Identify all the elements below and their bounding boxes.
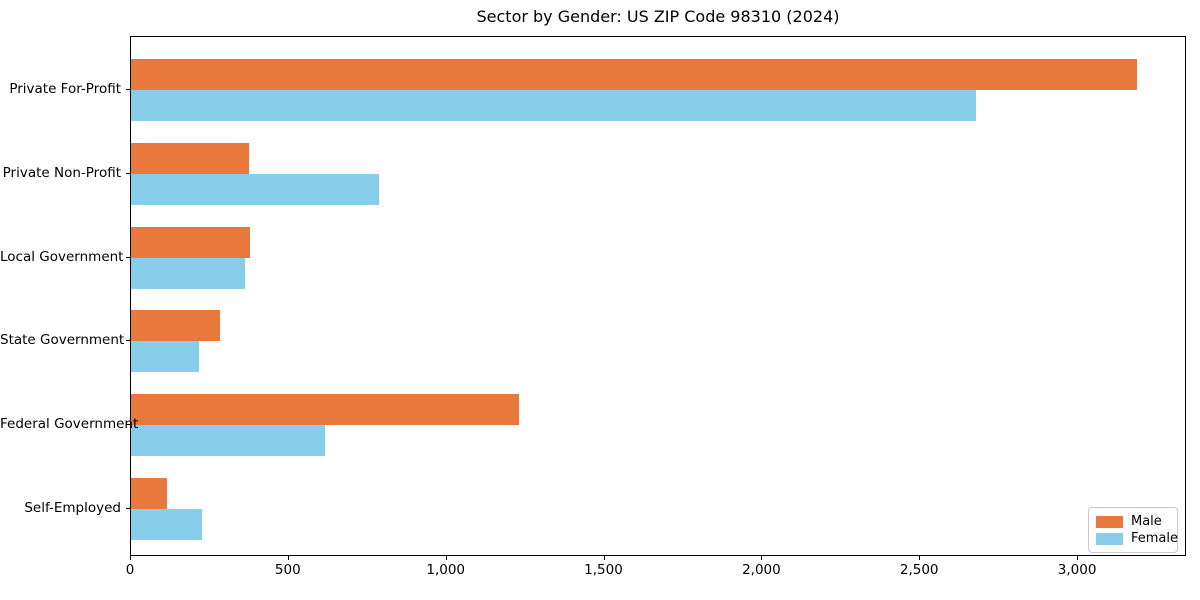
- y-tick-label: Private For-Profit: [9, 81, 121, 97]
- x-axis-tick: [1077, 556, 1079, 560]
- chart-title: Sector by Gender: US ZIP Code 98310 (202…: [476, 7, 840, 26]
- y-tick-label: Local Government: [0, 248, 124, 265]
- x-axis-tick: [445, 556, 447, 560]
- legend-label-male: Male: [1131, 514, 1162, 529]
- legend-label-female: Female: [1131, 531, 1179, 546]
- legend-entry-male: Male: [1096, 513, 1169, 530]
- legend-swatch-male: [1096, 515, 1123, 528]
- y-axis-tick: [126, 89, 130, 90]
- x-tick-label: 3,000: [1057, 562, 1097, 578]
- y-axis-tick: [126, 508, 130, 509]
- bar-male-6: [131, 478, 168, 509]
- x-tick-label: 0: [125, 562, 135, 578]
- bar-female-2: [131, 173, 379, 205]
- x-axis-tick: [603, 556, 605, 560]
- y-axis-tick: [126, 424, 130, 426]
- y-axis-tick: [126, 172, 130, 174]
- bar-male-1: [131, 59, 1137, 90]
- y-axis-tick: [126, 256, 130, 258]
- y-tick-label: Private Non-Profit: [2, 164, 121, 181]
- legend-entry-female: Female: [1096, 530, 1178, 547]
- x-axis-tick: [761, 556, 763, 560]
- x-tick-label: 2,500: [899, 562, 939, 578]
- bar-female-4: [131, 341, 200, 373]
- bar-male-4: [131, 310, 220, 342]
- x-tick-label: 1,000: [426, 562, 466, 578]
- y-tick-label: Federal Government: [0, 416, 139, 433]
- bar-male-5: [131, 394, 520, 426]
- bar-female-6: [131, 509, 202, 540]
- bar-female-1: [131, 90, 976, 121]
- plot-area: [130, 36, 1186, 556]
- legend-swatch-female: [1096, 532, 1123, 545]
- x-axis-tick: [130, 556, 131, 560]
- bar-male-3: [131, 226, 250, 258]
- y-axis-tick: [126, 340, 130, 342]
- y-tick-label: Self-Employed: [24, 500, 121, 516]
- bar-male-2: [131, 142, 249, 174]
- x-tick-label: 500: [274, 562, 301, 578]
- bar-female-3: [131, 257, 245, 289]
- x-tick-label: 2,000: [742, 562, 781, 578]
- x-axis-tick: [919, 556, 921, 560]
- x-axis-tick: [287, 556, 289, 560]
- y-tick-label: State Government: [0, 332, 125, 349]
- legend: Male Female: [1088, 507, 1178, 553]
- x-tick-label: 1,500: [584, 562, 623, 578]
- bar-female-5: [131, 425, 326, 457]
